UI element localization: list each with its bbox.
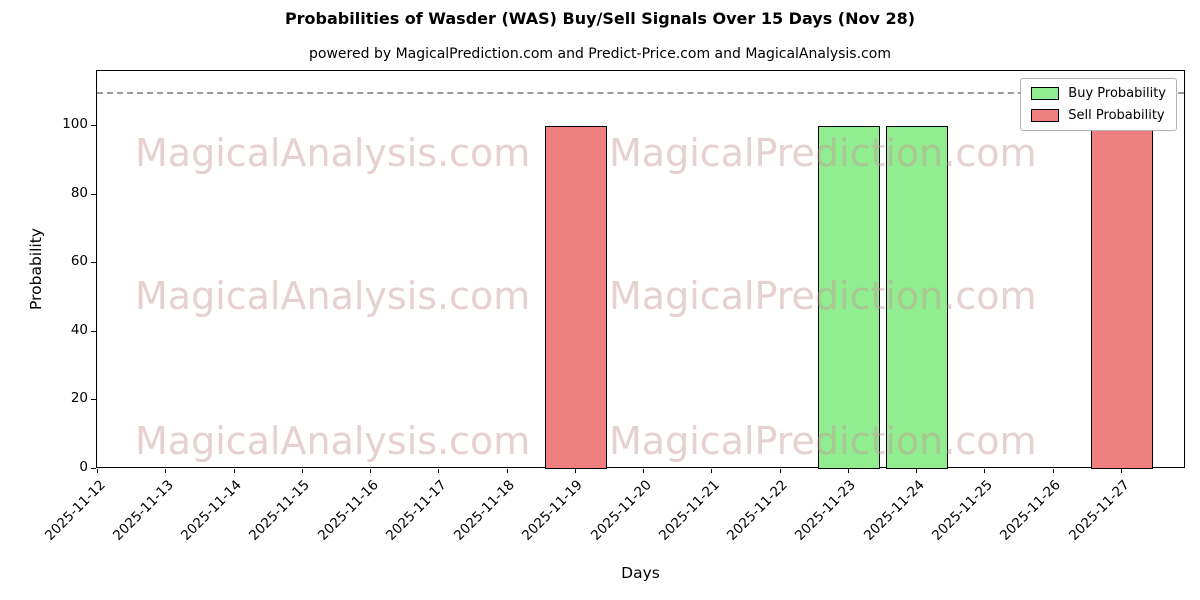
- x-tick-label: 2025-11-18: [451, 477, 518, 544]
- x-tick-mark: [643, 469, 645, 473]
- bar-sell-2025-11-27: [1091, 125, 1153, 469]
- x-tick-label: 2025-11-25: [928, 477, 996, 544]
- x-tick-label: 2025-11-16: [314, 477, 382, 544]
- x-tick-mark: [1052, 469, 1054, 473]
- y-tick-mark: [91, 193, 96, 195]
- x-tick-mark: [1121, 469, 1122, 473]
- x-tick-mark: [97, 469, 98, 473]
- y-tick-mark: [91, 330, 96, 332]
- x-tick-label: 2025-11-23: [792, 477, 860, 544]
- x-tick-mark: [847, 469, 849, 473]
- y-tick-label: 0: [79, 459, 88, 475]
- x-tick-label: 2025-11-22: [724, 477, 791, 544]
- legend-label-buy: Buy Probability: [1068, 86, 1166, 101]
- threshold-line: [97, 91, 1184, 94]
- x-tick-mark: [370, 469, 372, 473]
- x-tick-label: 2025-11-13: [109, 477, 177, 544]
- y-tick-mark: [91, 399, 96, 401]
- y-tick-label: 40: [70, 321, 88, 338]
- x-tick-mark: [779, 469, 781, 473]
- x-tick-label: 2025-11-19: [519, 477, 587, 544]
- x-tick-mark: [984, 469, 986, 473]
- y-tick-label: 80: [70, 184, 88, 201]
- bar-buy-2025-11-24: [886, 125, 949, 469]
- x-tick-label: 2025-11-24: [860, 477, 928, 544]
- sell-probability-swatch: [1031, 109, 1060, 122]
- legend-label-sell: Sell Probability: [1068, 108, 1165, 123]
- chart-subtitle: powered by MagicalPrediction.com and Pre…: [309, 46, 891, 62]
- x-tick-mark: [438, 469, 440, 473]
- plot-area: MagicalAnalysis.com MagicalPrediction.com…: [96, 70, 1185, 469]
- y-tick-mark: [91, 124, 96, 126]
- x-tick-label: 2025-11-12: [41, 477, 109, 544]
- y-tick-label: 100: [62, 115, 88, 132]
- legend: Buy Probability Sell Probability: [1020, 78, 1177, 131]
- bar-buy-2025-11-23: [817, 125, 880, 469]
- y-tick-mark: [91, 262, 96, 264]
- bar-sell-2025-11-19: [544, 125, 607, 469]
- bar-layer: [97, 71, 1184, 469]
- x-tick-label: 2025-11-21: [655, 477, 723, 544]
- x-tick-mark: [711, 469, 713, 473]
- x-tick-label: 2025-11-17: [382, 477, 450, 544]
- x-tick-mark: [916, 469, 918, 473]
- y-tick-label: 20: [70, 390, 88, 407]
- x-tick-mark: [301, 469, 303, 473]
- x-tick-label: 2025-11-15: [246, 477, 314, 544]
- x-tick-mark: [506, 469, 508, 473]
- x-tick-label: 2025-11-27: [1065, 477, 1133, 544]
- x-axis-label: Days: [621, 564, 660, 582]
- x-tick-label: 2025-11-14: [178, 477, 245, 544]
- legend-entry-sell: Sell Probability: [1031, 108, 1166, 123]
- buy-probability-swatch: [1031, 87, 1060, 100]
- y-tick-label: 60: [70, 253, 88, 270]
- y-tick-mark: [91, 468, 96, 469]
- x-tick-mark: [165, 469, 167, 473]
- chart-title: Probabilities of Wasder (WAS) Buy/Sell S…: [284, 9, 916, 28]
- x-tick-mark: [574, 469, 576, 473]
- legend-entry-buy: Buy Probability: [1031, 86, 1166, 101]
- x-tick-label: 2025-11-26: [997, 477, 1065, 544]
- x-tick-label: 2025-11-20: [587, 477, 655, 544]
- x-tick-mark: [233, 469, 235, 473]
